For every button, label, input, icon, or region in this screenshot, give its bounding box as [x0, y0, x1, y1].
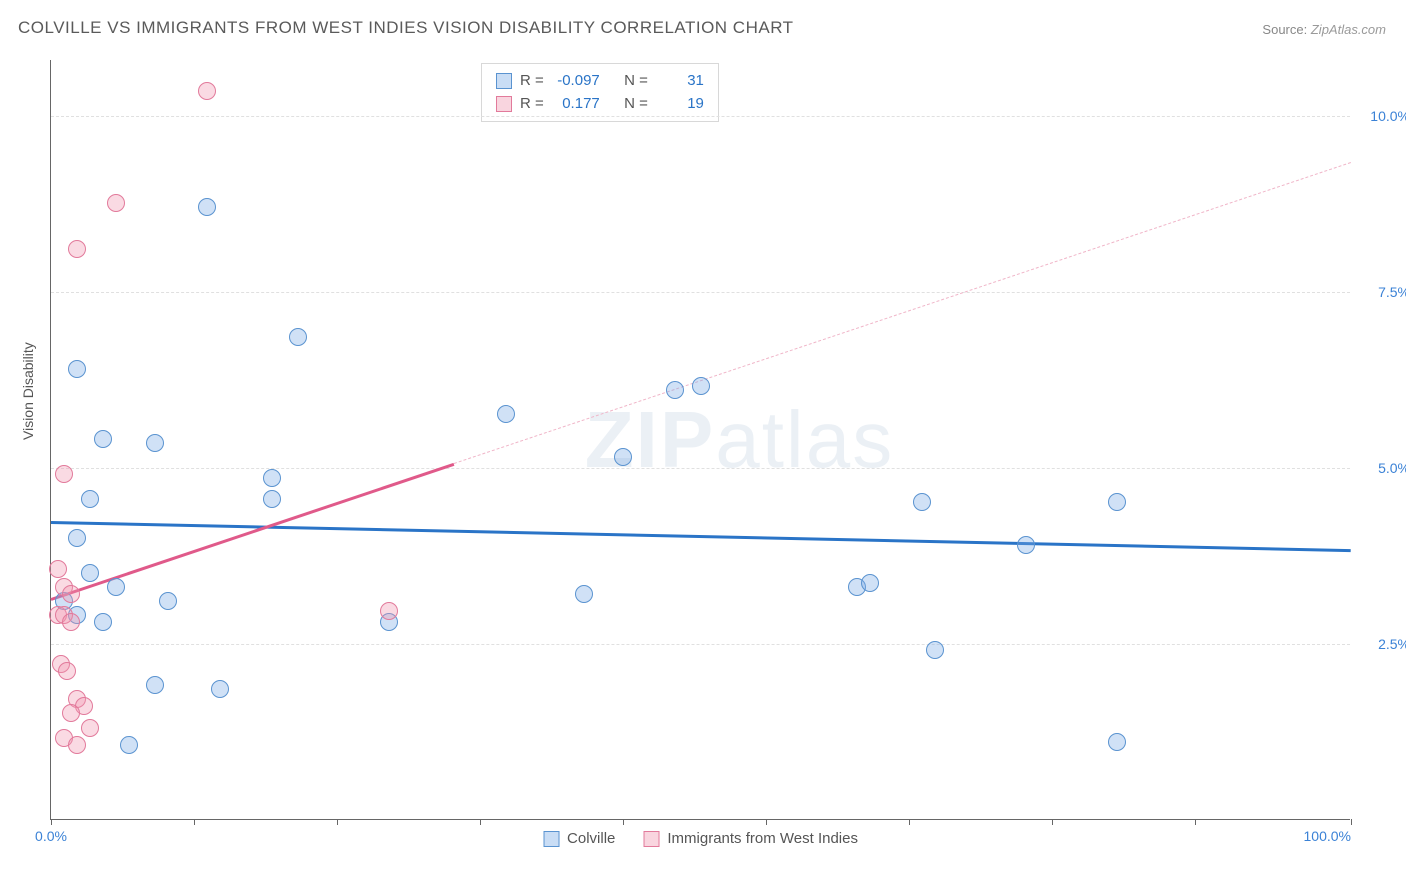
data-point — [62, 585, 80, 603]
data-point — [1108, 733, 1126, 751]
n-value-1: 31 — [656, 70, 704, 93]
trend-line — [454, 162, 1351, 464]
stats-row-series2: R = 0.177 N = 19 — [496, 93, 704, 116]
data-point — [1017, 536, 1035, 554]
x-tick-mark — [1195, 819, 1196, 825]
swatch-pink-icon — [643, 831, 659, 847]
swatch-blue-icon — [496, 73, 512, 89]
data-point — [81, 490, 99, 508]
data-point — [159, 592, 177, 610]
gridline — [51, 644, 1350, 645]
data-point — [81, 564, 99, 582]
data-point — [198, 82, 216, 100]
watermark: ZIPatlas — [585, 394, 894, 486]
y-tick-label: 5.0% — [1355, 460, 1406, 476]
x-tick-mark — [909, 819, 910, 825]
data-point — [120, 736, 138, 754]
trend-line — [51, 521, 1351, 552]
legend-label-1: Colville — [567, 830, 615, 847]
data-point — [146, 676, 164, 694]
gridline — [51, 116, 1350, 117]
data-point — [211, 680, 229, 698]
data-point — [380, 602, 398, 620]
x-tick-mark — [480, 819, 481, 825]
data-point — [81, 719, 99, 737]
n-label: N = — [624, 93, 648, 116]
data-point — [55, 465, 73, 483]
y-tick-label: 10.0% — [1355, 108, 1406, 124]
x-tick-mark — [194, 819, 195, 825]
swatch-pink-icon — [496, 96, 512, 112]
data-point — [692, 377, 710, 395]
data-point — [58, 662, 76, 680]
data-point — [68, 529, 86, 547]
data-point — [913, 493, 931, 511]
data-point — [146, 434, 164, 452]
data-point — [94, 613, 112, 631]
correlation-stats-box: R = -0.097 N = 31 R = 0.177 N = 19 — [481, 63, 719, 122]
data-point — [68, 240, 86, 258]
source-label: Source: — [1262, 22, 1307, 37]
y-tick-label: 7.5% — [1355, 284, 1406, 300]
data-point — [614, 448, 632, 466]
r-value-2: 0.177 — [552, 93, 600, 116]
data-point — [62, 704, 80, 722]
x-tick-mark — [1351, 819, 1352, 825]
data-point — [107, 194, 125, 212]
data-point — [289, 328, 307, 346]
legend-label-2: Immigrants from West Indies — [667, 830, 858, 847]
y-tick-label: 2.5% — [1355, 636, 1406, 652]
data-point — [94, 430, 112, 448]
r-value-1: -0.097 — [552, 70, 600, 93]
data-point — [68, 736, 86, 754]
data-point — [1108, 493, 1126, 511]
data-point — [497, 405, 515, 423]
data-point — [861, 574, 879, 592]
x-tick-label-min: 0.0% — [35, 828, 67, 844]
source-attribution: Source: ZipAtlas.com — [1262, 22, 1386, 37]
x-tick-label-max: 100.0% — [1304, 828, 1351, 844]
x-tick-mark — [766, 819, 767, 825]
chart-title: COLVILLE VS IMMIGRANTS FROM WEST INDIES … — [18, 18, 794, 38]
gridline — [51, 468, 1350, 469]
x-tick-mark — [623, 819, 624, 825]
x-tick-mark — [1052, 819, 1053, 825]
data-point — [666, 381, 684, 399]
n-value-2: 19 — [656, 93, 704, 116]
data-point — [49, 560, 67, 578]
n-label: N = — [624, 70, 648, 93]
data-point — [62, 613, 80, 631]
r-label: R = — [520, 93, 544, 116]
x-tick-mark — [337, 819, 338, 825]
series-legend: Colville Immigrants from West Indies — [543, 830, 858, 847]
y-axis-label: Vision Disability — [20, 342, 36, 440]
data-point — [926, 641, 944, 659]
data-point — [198, 198, 216, 216]
r-label: R = — [520, 70, 544, 93]
data-point — [68, 360, 86, 378]
data-point — [263, 469, 281, 487]
x-tick-mark — [51, 819, 52, 825]
swatch-blue-icon — [543, 831, 559, 847]
stats-row-series1: R = -0.097 N = 31 — [496, 70, 704, 93]
legend-item-1: Colville — [543, 830, 615, 847]
data-point — [575, 585, 593, 603]
plot-area: ZIPatlas R = -0.097 N = 31 R = 0.177 N =… — [50, 60, 1350, 820]
source-value: ZipAtlas.com — [1311, 22, 1386, 37]
data-point — [107, 578, 125, 596]
legend-item-2: Immigrants from West Indies — [643, 830, 858, 847]
data-point — [263, 490, 281, 508]
gridline — [51, 292, 1350, 293]
